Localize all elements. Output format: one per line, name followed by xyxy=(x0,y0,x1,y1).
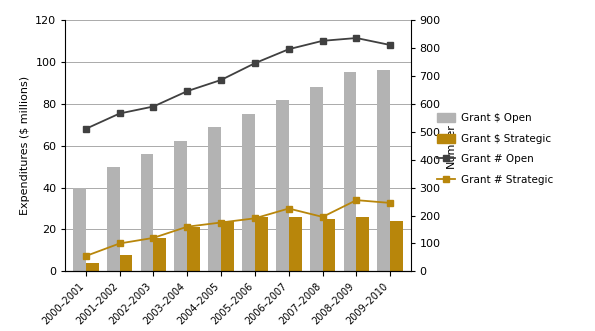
Bar xyxy=(174,141,187,271)
Grant # Strategic xyxy=(353,198,360,202)
Grant # Strategic xyxy=(116,242,123,246)
Grant # Open xyxy=(82,127,89,131)
Grant # Open xyxy=(251,61,258,65)
Bar xyxy=(140,154,154,271)
Grant # Strategic xyxy=(218,220,225,224)
Grant # Open xyxy=(319,39,326,43)
Grant # Open xyxy=(150,105,157,109)
Grant # Strategic xyxy=(150,236,157,240)
Bar xyxy=(107,166,120,271)
Grant # Open xyxy=(116,112,123,116)
Bar xyxy=(73,188,86,271)
Grant # Strategic xyxy=(251,216,258,220)
Bar xyxy=(242,114,255,271)
Bar xyxy=(120,255,133,271)
Legend: Grant $ Open, Grant $ Strategic, Grant # Open, Grant # Strategic: Grant $ Open, Grant $ Strategic, Grant #… xyxy=(434,110,556,188)
Grant # Open xyxy=(184,89,191,93)
Bar xyxy=(343,72,356,271)
Bar xyxy=(154,238,166,271)
Y-axis label: Expenditures ($ millions): Expenditures ($ millions) xyxy=(20,76,30,215)
Bar xyxy=(86,263,99,271)
Line: Grant # Strategic: Grant # Strategic xyxy=(83,197,393,259)
Bar xyxy=(276,100,289,271)
Bar xyxy=(221,221,234,271)
Bar xyxy=(255,217,268,271)
Bar xyxy=(208,127,221,271)
Bar xyxy=(390,221,403,271)
Grant # Open xyxy=(218,78,225,82)
Bar xyxy=(322,219,336,271)
Grant # Open xyxy=(387,43,394,47)
Grant # Strategic xyxy=(285,207,292,211)
Y-axis label: Number: Number xyxy=(446,123,456,168)
Grant # Strategic xyxy=(387,201,394,205)
Grant # Strategic xyxy=(82,254,89,258)
Bar xyxy=(356,217,369,271)
Grant # Strategic xyxy=(184,225,191,229)
Bar xyxy=(377,70,390,271)
Bar xyxy=(310,87,322,271)
Bar xyxy=(289,217,302,271)
Grant # Strategic xyxy=(319,215,326,219)
Bar xyxy=(187,227,200,271)
Grant # Open xyxy=(285,47,292,51)
Line: Grant # Open: Grant # Open xyxy=(83,35,393,132)
Grant # Open xyxy=(353,36,360,40)
